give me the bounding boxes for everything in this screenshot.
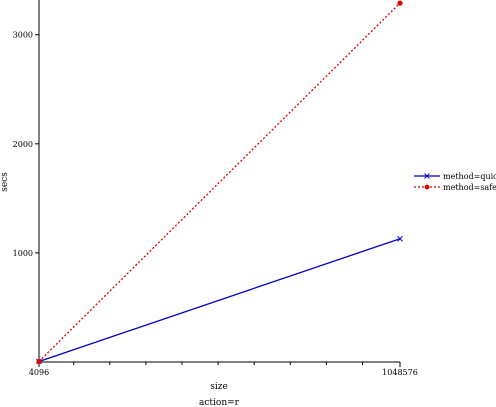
- axis-ticks: 1000 2000 3000 4096 1048576: [13, 31, 418, 377]
- x-tick-label-1: 1048576: [382, 368, 418, 377]
- x-tick-label-0: 4096: [29, 368, 49, 377]
- legend-label-0: method=quick: [443, 172, 496, 181]
- y-axis-title: secs: [0, 172, 10, 192]
- series-group: [36, 0, 403, 365]
- y-tick-label-2: 3000: [13, 31, 33, 40]
- series-1-point-1: [397, 0, 403, 6]
- y-tick-label-1: 2000: [13, 140, 33, 149]
- x-axis-title: size: [210, 382, 228, 392]
- y-tick-label-0: 1000: [13, 249, 33, 258]
- series-0-point-1: [397, 235, 403, 242]
- series-1-point-0: [36, 358, 42, 365]
- chart-footer-label: action=r: [199, 398, 240, 407]
- legend-label-1: method=safe: [443, 183, 496, 192]
- series-line-1: [38, 2, 401, 362]
- series-line-0: [38, 238, 401, 363]
- legend-marker-1: [424, 184, 430, 190]
- legend: method=quick method=safe: [414, 172, 496, 192]
- legend-marker-0: [424, 173, 430, 179]
